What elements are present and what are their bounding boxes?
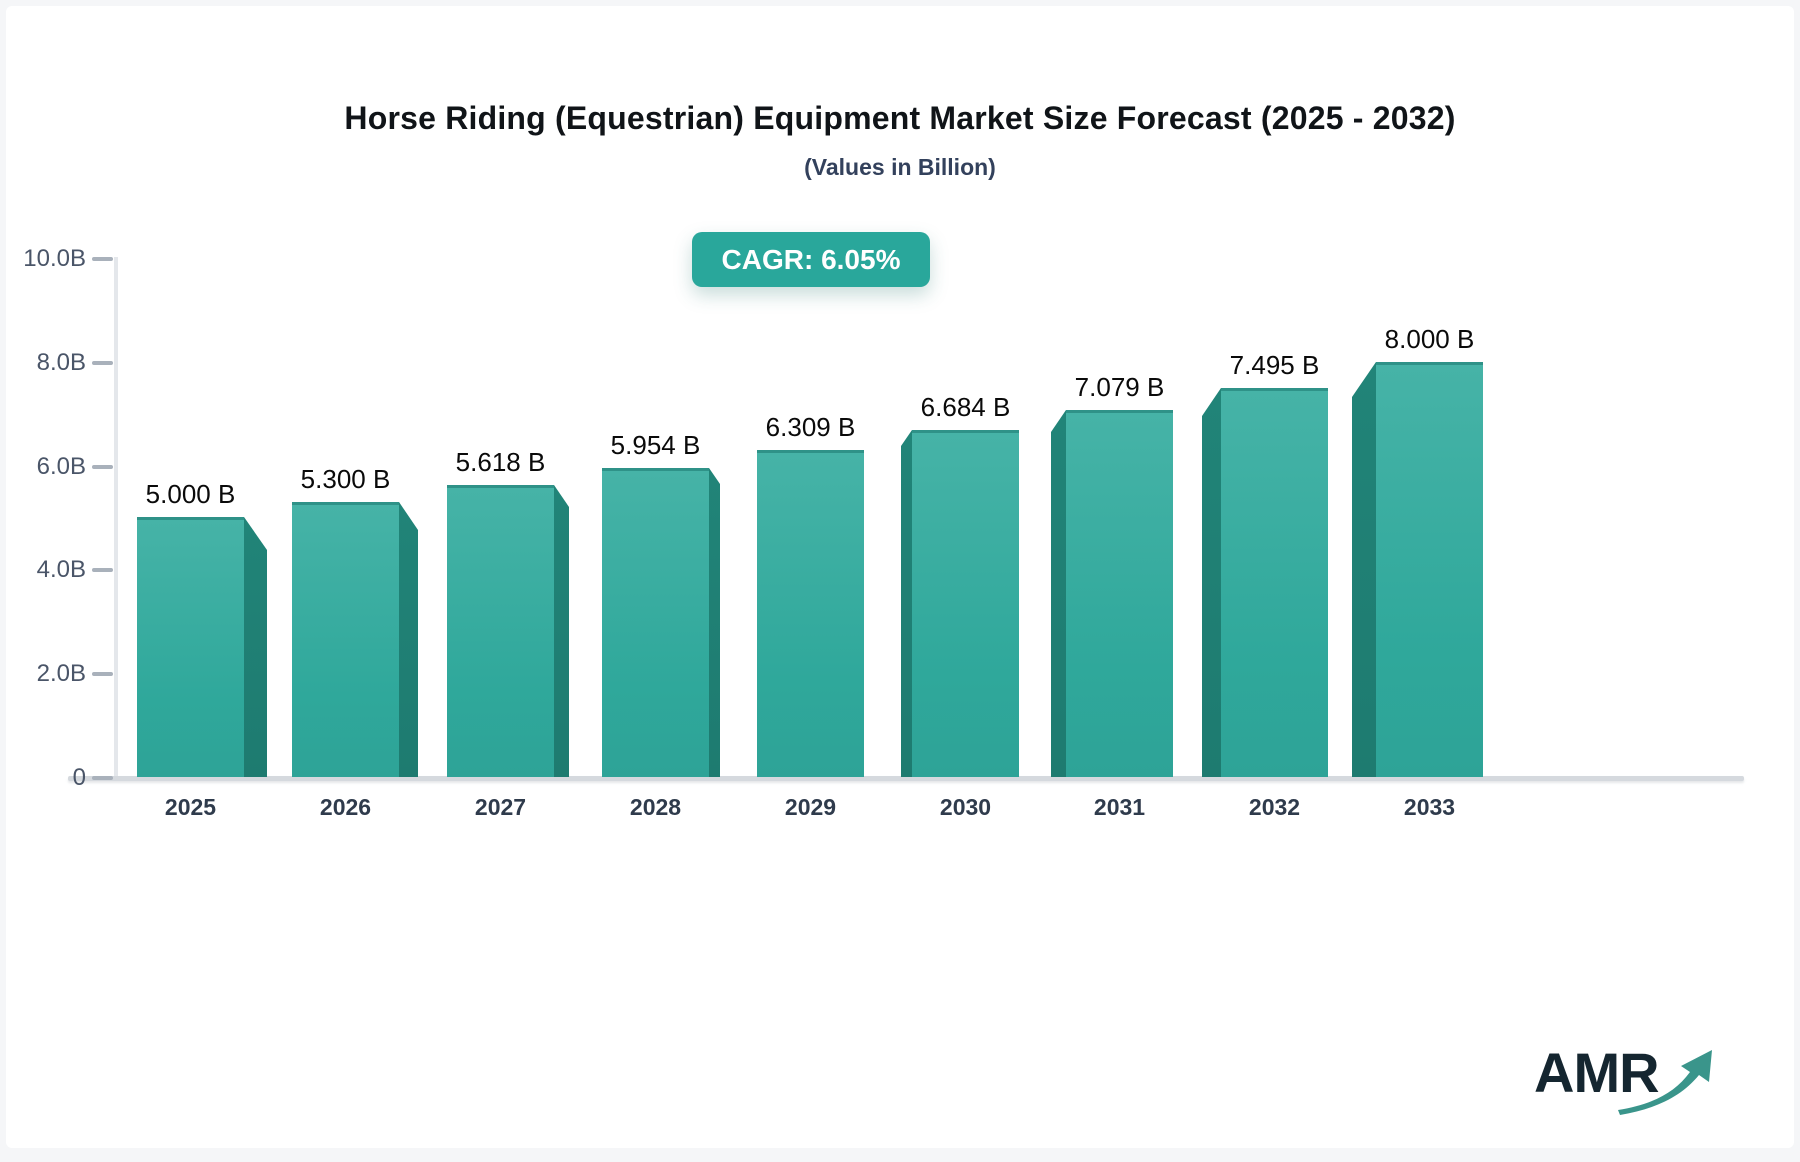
x-axis-tick-label: 2030 [939, 794, 992, 820]
bar [602, 468, 709, 777]
y-axis-tick-mark [92, 776, 113, 780]
x-axis-tick-label: 2025 [164, 794, 217, 820]
cagr-badge: CAGR: 6.05% [692, 232, 930, 287]
bar-value-label: 6.309 B [765, 412, 856, 442]
bar-value-label: 5.954 B [610, 430, 701, 460]
bar-value-label: 7.495 B [1229, 350, 1320, 380]
bar [1376, 362, 1483, 777]
bar-value-label: 8.000 B [1384, 324, 1475, 354]
bar-3d-side [709, 468, 720, 777]
amr-logo: AMR [1534, 1040, 1724, 1120]
bar-value-label: 5.300 B [300, 464, 391, 494]
x-axis-tick-label: 2033 [1403, 794, 1456, 820]
y-axis-tick-label: 2.0B [36, 660, 86, 688]
x-axis-tick-label: 2027 [474, 794, 527, 820]
bar-value-label: 7.079 B [1074, 372, 1165, 402]
bar [1066, 410, 1173, 777]
y-axis-tick-label: 10.0B [23, 245, 86, 272]
bar [757, 450, 864, 777]
bar-3d-side [1202, 388, 1221, 777]
y-axis-tick-label: 0 [72, 764, 86, 791]
bar-3d-side [1352, 362, 1376, 777]
y-axis-tick-mark [92, 464, 113, 469]
chart-title: Horse Riding (Equestrian) Equipment Mark… [344, 100, 1456, 136]
bar-3d-side [554, 485, 569, 777]
x-axis-tick-label: 2032 [1248, 794, 1301, 820]
bar-3d-side [1051, 410, 1066, 777]
bar [292, 502, 399, 777]
y-axis-tick-label: 8.0B [36, 348, 86, 376]
y-axis-tick-mark [92, 568, 113, 573]
bar-value-label: 5.000 B [145, 479, 236, 509]
chart-subtitle: (Values in Billion) [804, 154, 996, 180]
y-axis-tick-mark [92, 360, 113, 365]
bar-value-label: 5.618 B [455, 447, 546, 477]
chart-card: Horse Riding (Equestrian) Equipment Mark… [6, 6, 1794, 1148]
bar [1221, 388, 1328, 777]
bar-value-label: 6.684 B [920, 392, 1011, 422]
bar [912, 430, 1019, 777]
y-axis-line [114, 257, 118, 778]
bar-3d-side [244, 517, 267, 777]
growth-arrow-icon [1618, 1050, 1712, 1115]
x-axis-line [68, 776, 1744, 781]
bar [137, 517, 244, 777]
x-axis-tick-label: 2031 [1093, 794, 1146, 820]
x-axis-tick-label: 2026 [319, 794, 372, 820]
amr-logo-text: AMR [1534, 1041, 1660, 1104]
y-axis-tick-mark [92, 257, 113, 261]
y-axis-tick-mark [92, 672, 113, 677]
y-axis-tick-label: 6.0B [36, 452, 86, 480]
bar-3d-side [901, 430, 912, 777]
bar-3d-side [399, 502, 418, 777]
x-axis-tick-label: 2029 [784, 794, 837, 820]
x-axis-tick-label: 2028 [629, 794, 682, 820]
bar-chart-plot-area: 10.0B 8.0B 6.0B 4.0B 2.0B 0 5.000 B 2025 5.300 B… [6, 6, 1800, 1162]
bar [447, 485, 554, 777]
y-axis-tick-label: 4.0B [36, 556, 86, 584]
